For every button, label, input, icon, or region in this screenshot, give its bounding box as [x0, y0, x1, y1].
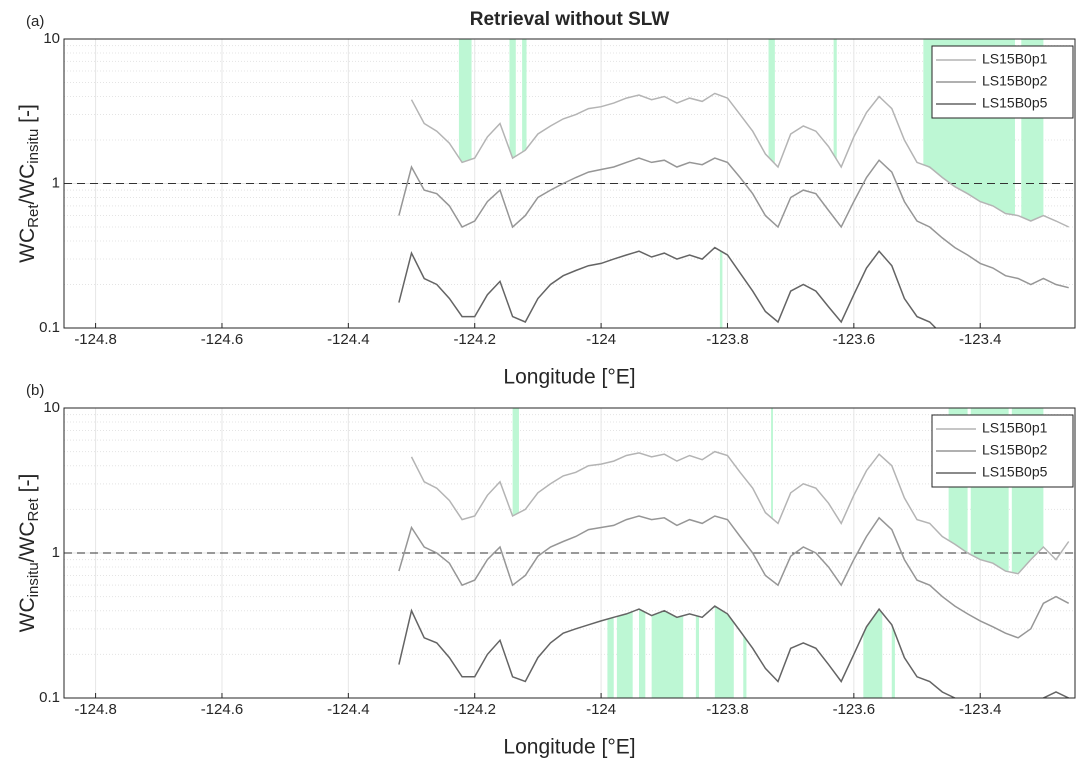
y-tick-label: 0.1 — [39, 689, 60, 706]
legend-label: LS15B0p5 — [982, 95, 1048, 111]
x-tick-label: -123.8 — [706, 331, 749, 348]
legend-label: LS15B0p5 — [982, 464, 1048, 480]
x-tick-label: -124 — [586, 701, 616, 718]
shaded-span — [522, 39, 527, 153]
y-axis-label-part: WC — [16, 597, 39, 632]
shaded-span — [639, 609, 646, 698]
x-tick-label: -124.2 — [453, 701, 496, 718]
y-tick-label: 1 — [52, 544, 60, 561]
series-line — [398, 515, 1070, 639]
x-tick-label: -123.6 — [833, 701, 876, 718]
x-tick-label: -124.8 — [74, 701, 117, 718]
shaded-span — [714, 606, 734, 698]
x-tick-label: -123.4 — [959, 331, 1002, 348]
shaded-span — [771, 408, 773, 520]
shaded-span — [607, 617, 614, 698]
legend-label: LS15B0p1 — [982, 51, 1048, 67]
axes-frame — [63, 38, 1076, 329]
y-axis-label-part: Ret — [25, 204, 42, 228]
y-tick-label: 10 — [43, 399, 60, 416]
x-tick-label: -123.4 — [959, 701, 1002, 718]
panel: -124.8 -124.6 -124.4 -124.2 -124 -123.8 -123.6… — [16, 9, 1076, 389]
y-axis-label-part: [-] — [16, 474, 39, 499]
panel-label: (a) — [26, 13, 44, 30]
y-axis-label-part: WC — [16, 228, 39, 263]
shaded-span — [509, 39, 516, 159]
x-tick-label: -124.4 — [327, 331, 370, 348]
y-axis-label: WCinsitu/WCRet [-] — [16, 474, 42, 633]
y-axis-label-part: /WC — [16, 521, 39, 562]
series-line — [398, 605, 1070, 698]
x-axis-label: Longitude [°E] — [503, 366, 635, 389]
shaded-span — [768, 39, 775, 164]
x-tick-label: -123.8 — [706, 701, 749, 718]
series-line — [398, 157, 1069, 289]
shaded-span — [863, 610, 883, 698]
y-axis-label-part: /WC — [16, 164, 39, 205]
x-tick-label: -124 — [586, 331, 616, 348]
y-tick-label: 1 — [52, 174, 60, 191]
y-axis-label-part: insitu — [25, 129, 42, 164]
legend-label: LS15B0p2 — [982, 73, 1048, 89]
shaded-span — [833, 39, 837, 160]
x-tick-label: -124.6 — [201, 331, 244, 348]
y-axis-label: WCRet/WCinsitu [-] — [16, 104, 42, 263]
shaded-span — [512, 408, 519, 516]
panel: -124.8 -124.6 -124.4 -124.2 -124 -123.8 -123.6… — [16, 382, 1076, 759]
shaded-span — [458, 39, 472, 163]
x-tick-label: -124.4 — [327, 701, 370, 718]
legend-label: LS15B0p2 — [982, 442, 1048, 458]
series-line — [410, 92, 1070, 228]
x-axis-label: Longitude [°E] — [503, 736, 635, 759]
legend-label: LS15B0p1 — [982, 420, 1048, 436]
y-axis-label-part: [-] — [16, 104, 39, 129]
y-axis-label-part: Ret — [25, 497, 42, 521]
shaded-span — [616, 611, 633, 698]
series-line — [410, 450, 1070, 575]
x-tick-label: -124.8 — [74, 331, 117, 348]
x-tick-label: -124.6 — [201, 701, 244, 718]
shaded-span — [891, 624, 895, 698]
shaded-span — [719, 250, 723, 328]
shaded-span — [695, 615, 700, 698]
x-tick-label: -124.2 — [453, 331, 496, 348]
chart-title: Retrieval without SLW — [470, 9, 670, 30]
shaded-span — [743, 635, 747, 698]
series-line — [398, 246, 937, 328]
panel-label: (b) — [26, 382, 44, 399]
y-axis-label-part: insitu — [25, 562, 42, 597]
y-tick-label: 10 — [43, 30, 60, 47]
y-tick-label: 0.1 — [39, 319, 60, 336]
x-tick-label: -123.6 — [833, 331, 876, 348]
shaded-span — [651, 611, 684, 698]
axes-frame — [63, 407, 1076, 699]
